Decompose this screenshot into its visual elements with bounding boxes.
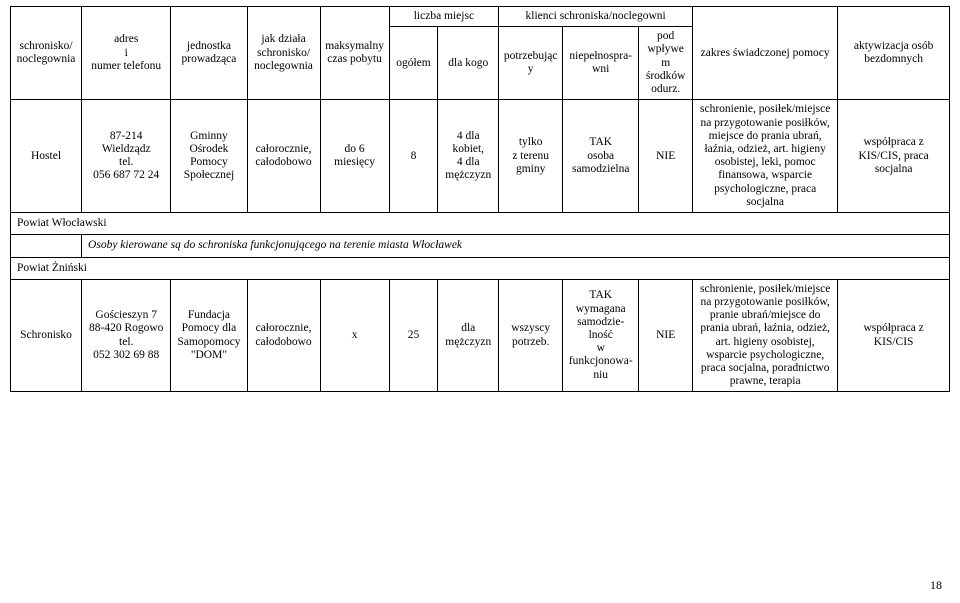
note-row: Osoby kierowane są do schroniska funkcjo… xyxy=(11,235,950,257)
table-row: Hostel87-214 Wieldządztel.056 687 72 24G… xyxy=(11,100,950,213)
cell-address: Gościeszyn 788-420 Rogowotel.052 302 69 … xyxy=(82,279,171,392)
cell-total: 25 xyxy=(389,279,438,392)
cell-needy: wszyscy potrzeb. xyxy=(499,279,563,392)
cell-max-stay: x xyxy=(320,279,389,392)
cell-disabled: TAKosoba samodzielna xyxy=(563,100,639,213)
section-row: Powiat Żniński xyxy=(11,257,950,279)
cell-facility: Schronisko xyxy=(11,279,82,392)
table-body: Hostel87-214 Wieldządztel.056 687 72 24G… xyxy=(11,100,950,392)
cell-operation: całorocznie, całodobowo xyxy=(247,279,320,392)
col-group-clients: klienci schroniska/noclegowni xyxy=(499,7,693,27)
section-label: Powiat Żniński xyxy=(11,257,950,279)
section-label: Powiat Włocławski xyxy=(11,213,950,235)
cell-aid-scope: schronienie, posiłek/miejsce na przygoto… xyxy=(693,100,838,213)
cell-disabled: TAKwymagana samodzie-lnośćw funkcjonowa-… xyxy=(563,279,639,392)
col-header-aid-scope: zakres świadczonej pomocy xyxy=(693,7,838,100)
page-number: 18 xyxy=(930,578,942,593)
col-header-intoxicated: pod wpływem środków odurz. xyxy=(639,27,693,100)
cell-operation: całorocznie, całodobowo xyxy=(247,100,320,213)
col-header-address: adresinumer telefonu xyxy=(82,7,171,100)
col-header-facility: schronisko/ noclegownia xyxy=(11,7,82,100)
col-group-places: liczba miejsc xyxy=(389,7,499,27)
cell-activation: współpraca z KIS/CIS xyxy=(838,279,950,392)
cell-intoxicated: NIE xyxy=(639,100,693,213)
col-header-activation: aktywizacja osób bezdomnych xyxy=(838,7,950,100)
cell-needy: tylkoz terenu gminy xyxy=(499,100,563,213)
col-header-disabled: niepełnospra-wni xyxy=(563,27,639,100)
section-row: Powiat Włocławski xyxy=(11,213,950,235)
col-header-operator: jednostka prowadząca xyxy=(171,7,247,100)
col-header-needy: potrzebujący xyxy=(499,27,563,100)
cell-for-whom: 4 dla kobiet,4 dla mężczyzn xyxy=(438,100,499,213)
cell-operator: Fundacja Pomocy dla Samopomocy "DOM" xyxy=(171,279,247,392)
cell-operator: Gminny Ośrodek Pomocy Społecznej xyxy=(171,100,247,213)
col-header-max-stay: maksymalny czas pobytu xyxy=(320,7,389,100)
shelters-table: schronisko/ noclegownia adresinumer tele… xyxy=(10,6,950,392)
cell-total: 8 xyxy=(389,100,438,213)
col-header-for-whom: dla kogo xyxy=(438,27,499,100)
note-pad xyxy=(11,235,82,257)
col-header-total: ogółem xyxy=(389,27,438,100)
cell-facility: Hostel xyxy=(11,100,82,213)
cell-address: 87-214 Wieldządztel.056 687 72 24 xyxy=(82,100,171,213)
cell-max-stay: do 6 miesięcy xyxy=(320,100,389,213)
cell-aid-scope: schronienie, posiłek/miejsce na przygoto… xyxy=(693,279,838,392)
table-row: SchroniskoGościeszyn 788-420 Rogowotel.0… xyxy=(11,279,950,392)
cell-intoxicated: NIE xyxy=(639,279,693,392)
note-text: Osoby kierowane są do schroniska funkcjo… xyxy=(82,235,950,257)
col-header-operation: jak działa schronisko/ noclegownia xyxy=(247,7,320,100)
cell-for-whom: dla mężczyzn xyxy=(438,279,499,392)
cell-activation: współpraca z KIS/CIS, praca socjalna xyxy=(838,100,950,213)
